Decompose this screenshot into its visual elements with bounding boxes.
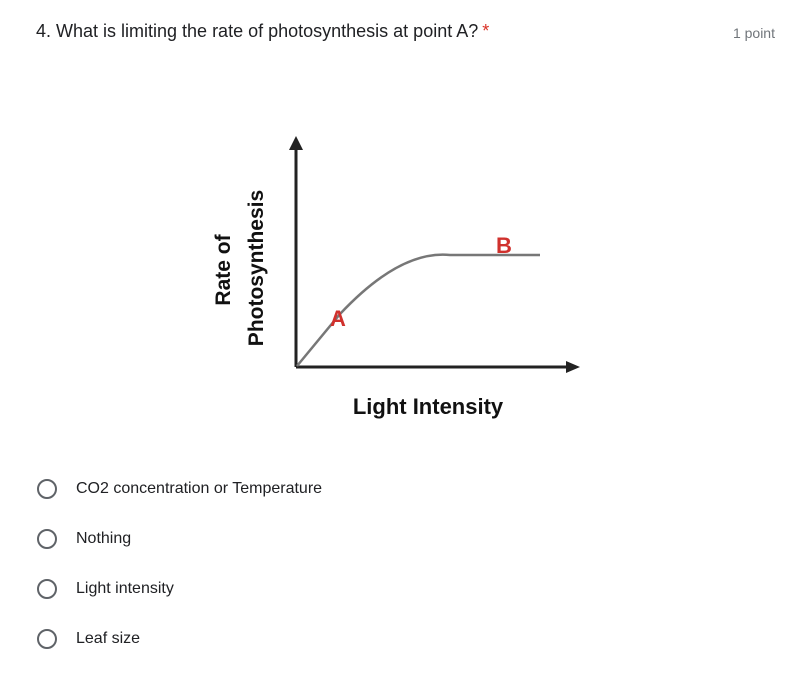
- option-label[interactable]: Light intensity: [76, 580, 174, 597]
- y-label-line: Photosynthesis: [245, 190, 268, 346]
- x-arrow: [566, 361, 580, 373]
- x-label: Light Intensity: [353, 394, 504, 419]
- radio-option[interactable]: CO2 concentration or Temperature: [37, 477, 322, 501]
- radio-option[interactable]: Nothing: [37, 527, 131, 551]
- question-title: 4. What is limiting the rate of photosyn…: [36, 21, 489, 42]
- option-label[interactable]: Nothing: [76, 530, 132, 547]
- points: 1 point: [732, 25, 775, 41]
- radio-button[interactable]: [37, 579, 57, 599]
- radio-button[interactable]: [37, 529, 57, 549]
- diagram: A B Rate of Photosynthesis Light Intensi…: [212, 108, 600, 426]
- curve: [296, 253, 540, 367]
- radio-button[interactable]: [37, 629, 57, 649]
- y-arrow: [289, 136, 303, 150]
- option-label[interactable]: Leaf size: [76, 630, 141, 647]
- required-mark: *: [482, 21, 490, 41]
- radio-button[interactable]: [37, 479, 57, 499]
- point-b-label: B: [496, 233, 512, 258]
- option-label[interactable]: CO2 concentration or Temperature: [76, 480, 323, 497]
- radio-option[interactable]: Leaf size: [37, 627, 140, 651]
- image-bg: [218, 108, 600, 426]
- question-text: 4. What is limiting the rate of photosyn…: [36, 21, 479, 41]
- y-label-line: Rate of: [212, 233, 235, 305]
- point-a-label: A: [330, 306, 346, 331]
- radio-option[interactable]: Light intensity: [37, 577, 174, 601]
